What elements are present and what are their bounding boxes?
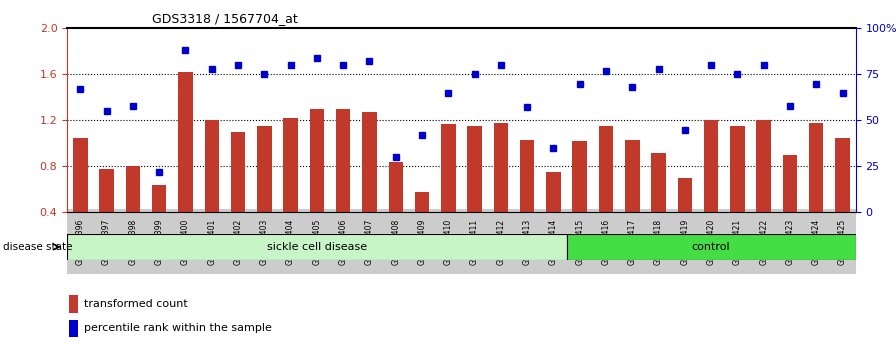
Bar bbox=[494, 123, 508, 212]
Bar bbox=[730, 126, 745, 212]
Text: disease state: disease state bbox=[3, 242, 73, 252]
Text: transformed count: transformed count bbox=[84, 299, 188, 309]
Bar bbox=[257, 126, 271, 212]
Bar bbox=[625, 140, 640, 212]
Bar bbox=[336, 109, 350, 212]
Bar bbox=[599, 126, 613, 212]
Bar bbox=[783, 155, 797, 212]
Bar bbox=[99, 169, 114, 212]
Bar bbox=[704, 120, 719, 212]
Bar bbox=[283, 118, 297, 212]
Bar bbox=[389, 162, 403, 212]
Bar bbox=[68, 320, 78, 337]
Bar bbox=[152, 185, 167, 212]
Text: sickle cell disease: sickle cell disease bbox=[267, 242, 367, 252]
Bar bbox=[310, 109, 324, 212]
Bar bbox=[468, 126, 482, 212]
Bar bbox=[67, 234, 566, 260]
Bar bbox=[204, 120, 219, 212]
Text: percentile rank within the sample: percentile rank within the sample bbox=[84, 324, 272, 333]
Text: control: control bbox=[692, 242, 730, 252]
Bar bbox=[520, 140, 534, 212]
Text: GDS3318 / 1567704_at: GDS3318 / 1567704_at bbox=[152, 12, 298, 25]
Bar bbox=[441, 124, 455, 212]
Bar bbox=[677, 178, 692, 212]
Bar bbox=[651, 153, 666, 212]
Bar bbox=[362, 112, 376, 212]
Bar bbox=[573, 141, 587, 212]
Bar bbox=[547, 172, 561, 212]
Bar bbox=[809, 123, 823, 212]
Bar bbox=[231, 132, 246, 212]
Bar bbox=[178, 72, 193, 212]
Bar bbox=[68, 295, 78, 313]
Bar bbox=[756, 120, 771, 212]
Bar bbox=[566, 234, 856, 260]
Bar bbox=[125, 166, 140, 212]
Bar bbox=[73, 138, 88, 212]
Bar bbox=[835, 138, 849, 212]
Bar bbox=[415, 192, 429, 212]
